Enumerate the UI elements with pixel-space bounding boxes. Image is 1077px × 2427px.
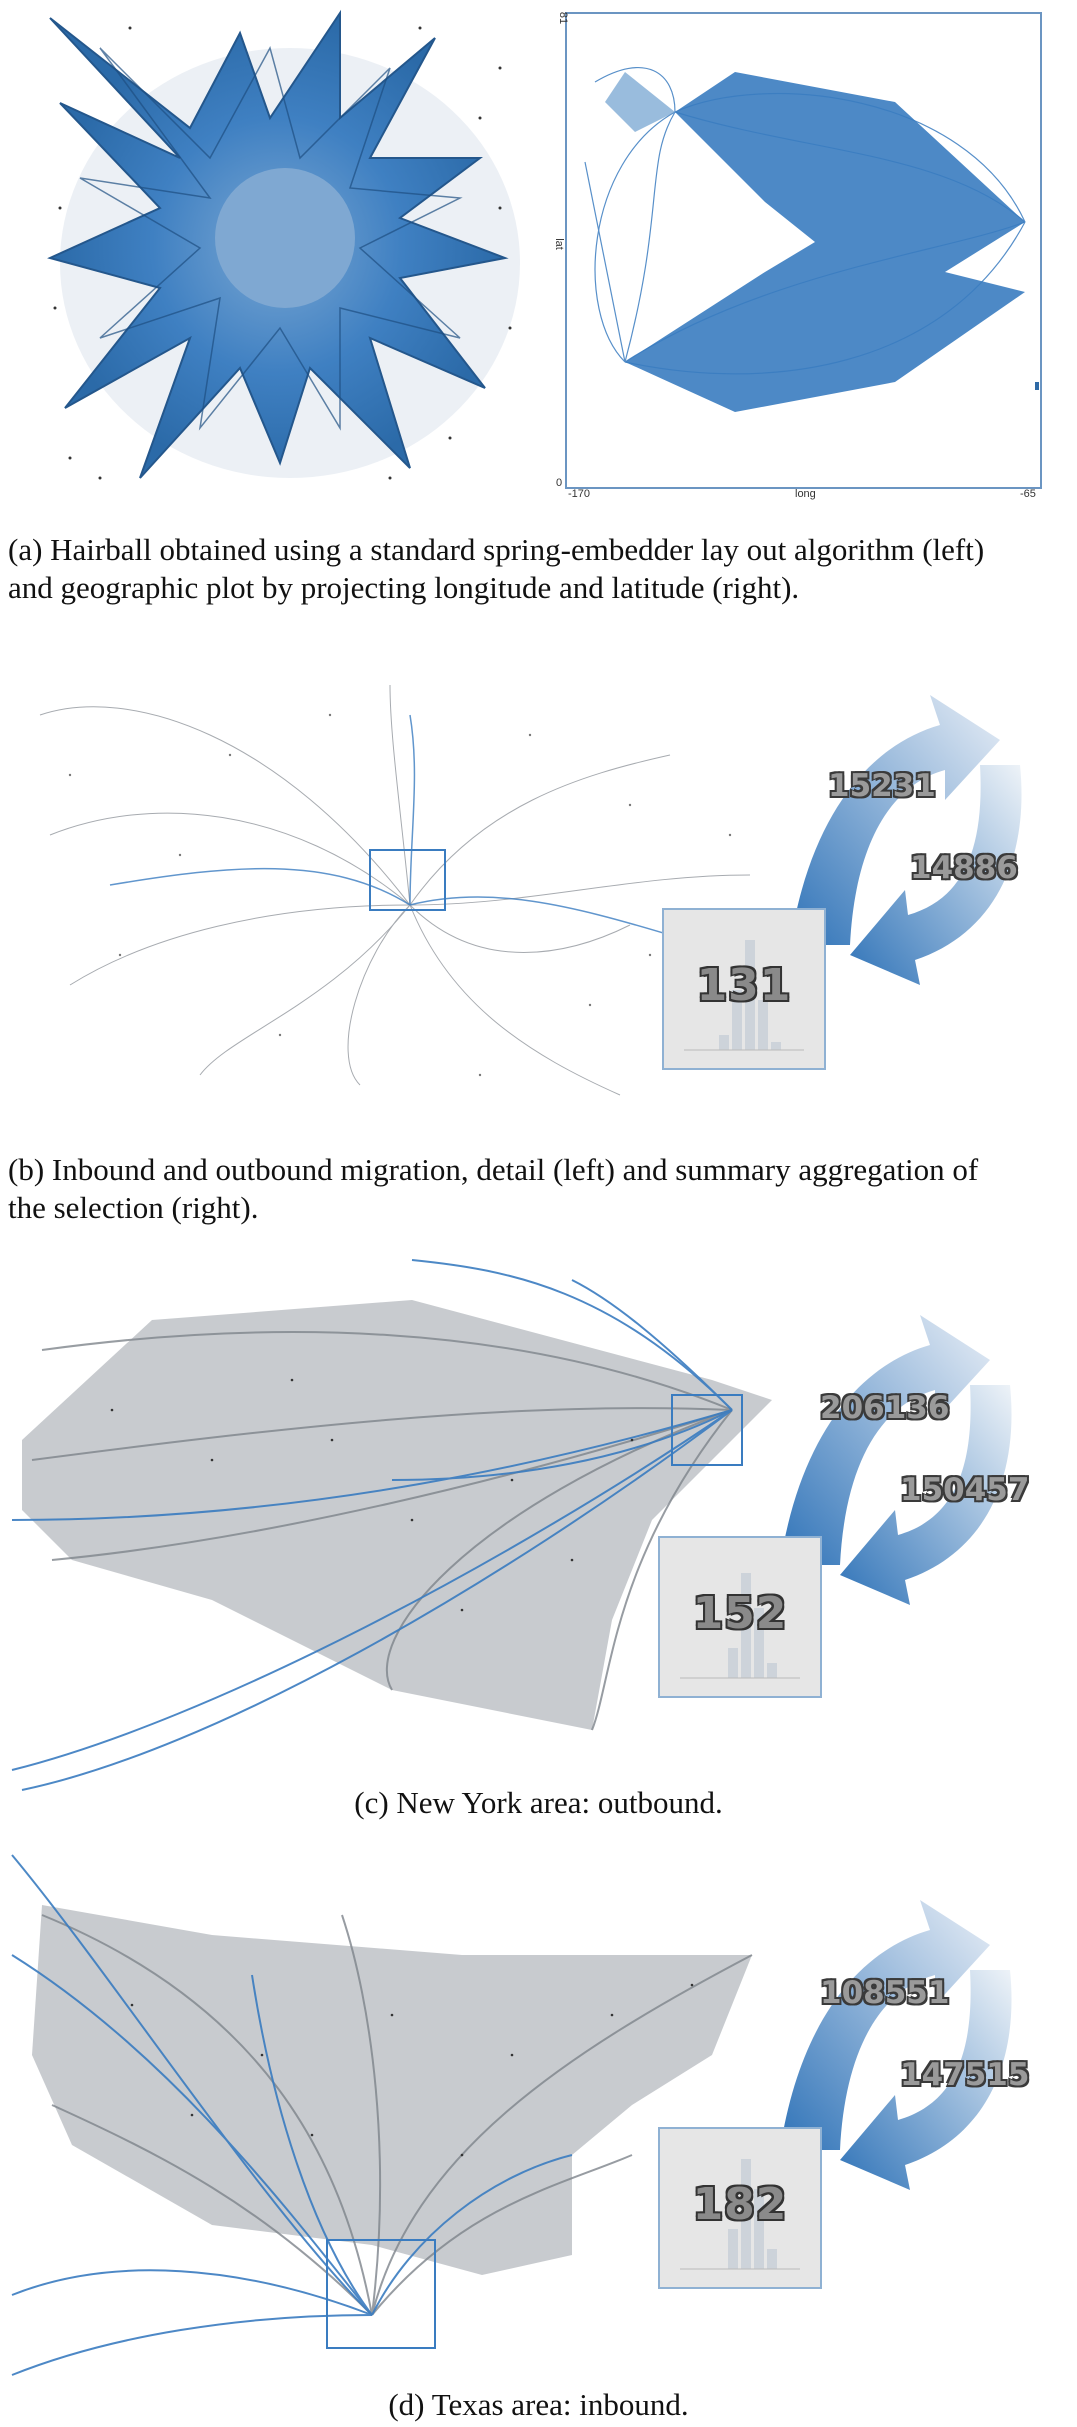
flow-arrows-b [790,695,1022,985]
migration-map-d [11,1854,753,2376]
summary-value-c: 152 [692,1588,788,1639]
summary-value-d: 182 [692,2179,788,2230]
summary-histogram [684,940,804,1051]
geo-y-top-label: 81 [557,11,570,25]
caption-a-line2: and geographic plot by projecting longit… [8,570,800,605]
summary-histogram [680,2159,800,2270]
panel-d: 108551 147515 182 (d) Texas area: inboun… [0,1845,1077,2427]
outbound-count: 108551 [820,1975,950,2011]
geo-x-right-label: -65 [1020,488,1036,500]
migration-map-b [39,684,751,1096]
caption-c: (c) New York area: outbound. [354,1785,723,1820]
outbound-count: 15231 [828,768,936,804]
flow-arrows-c [780,1315,1012,1605]
panel-b: 15231 14886 131 (b) Inbound and outbound… [0,640,1077,1240]
summary-histogram [680,1573,800,1679]
panel-c: 206136 150457 152 (c) New York area: out… [0,1250,1077,1830]
summary-box-c: 152 [658,1536,822,1698]
caption-b-line1: (b) Inbound and outbound migration, deta… [8,1152,979,1187]
inbound-count: 147515 [900,2057,1030,2093]
geo-y-axis-label: lat [552,238,565,250]
panel-a: 81 0 lat -170 long -65 (a) Hairball obta… [0,0,1077,605]
geo-plot-edges [584,66,1039,412]
migration-map-c [11,1259,772,1791]
summary-box-b: 131 [662,908,826,1070]
inbound-count: 14886 [910,850,1018,886]
inbound-count: 150457 [900,1472,1030,1508]
geo-x-left-label: -170 [568,488,591,500]
geo-y-bottom-label: 0 [556,477,563,489]
summary-box-d: 182 [658,2127,822,2289]
flow-arrows-d [780,1900,1012,2190]
caption-b-line2: the selection (right). [8,1190,259,1225]
outbound-count: 206136 [820,1390,950,1426]
caption-d: (d) Texas area: inbound. [388,2387,689,2422]
hairball-graph [47,9,520,480]
geo-x-axis-label: long [795,488,816,500]
caption-a-line1: (a) Hairball obtained using a standard s… [8,532,985,567]
summary-value-b: 131 [696,960,792,1011]
